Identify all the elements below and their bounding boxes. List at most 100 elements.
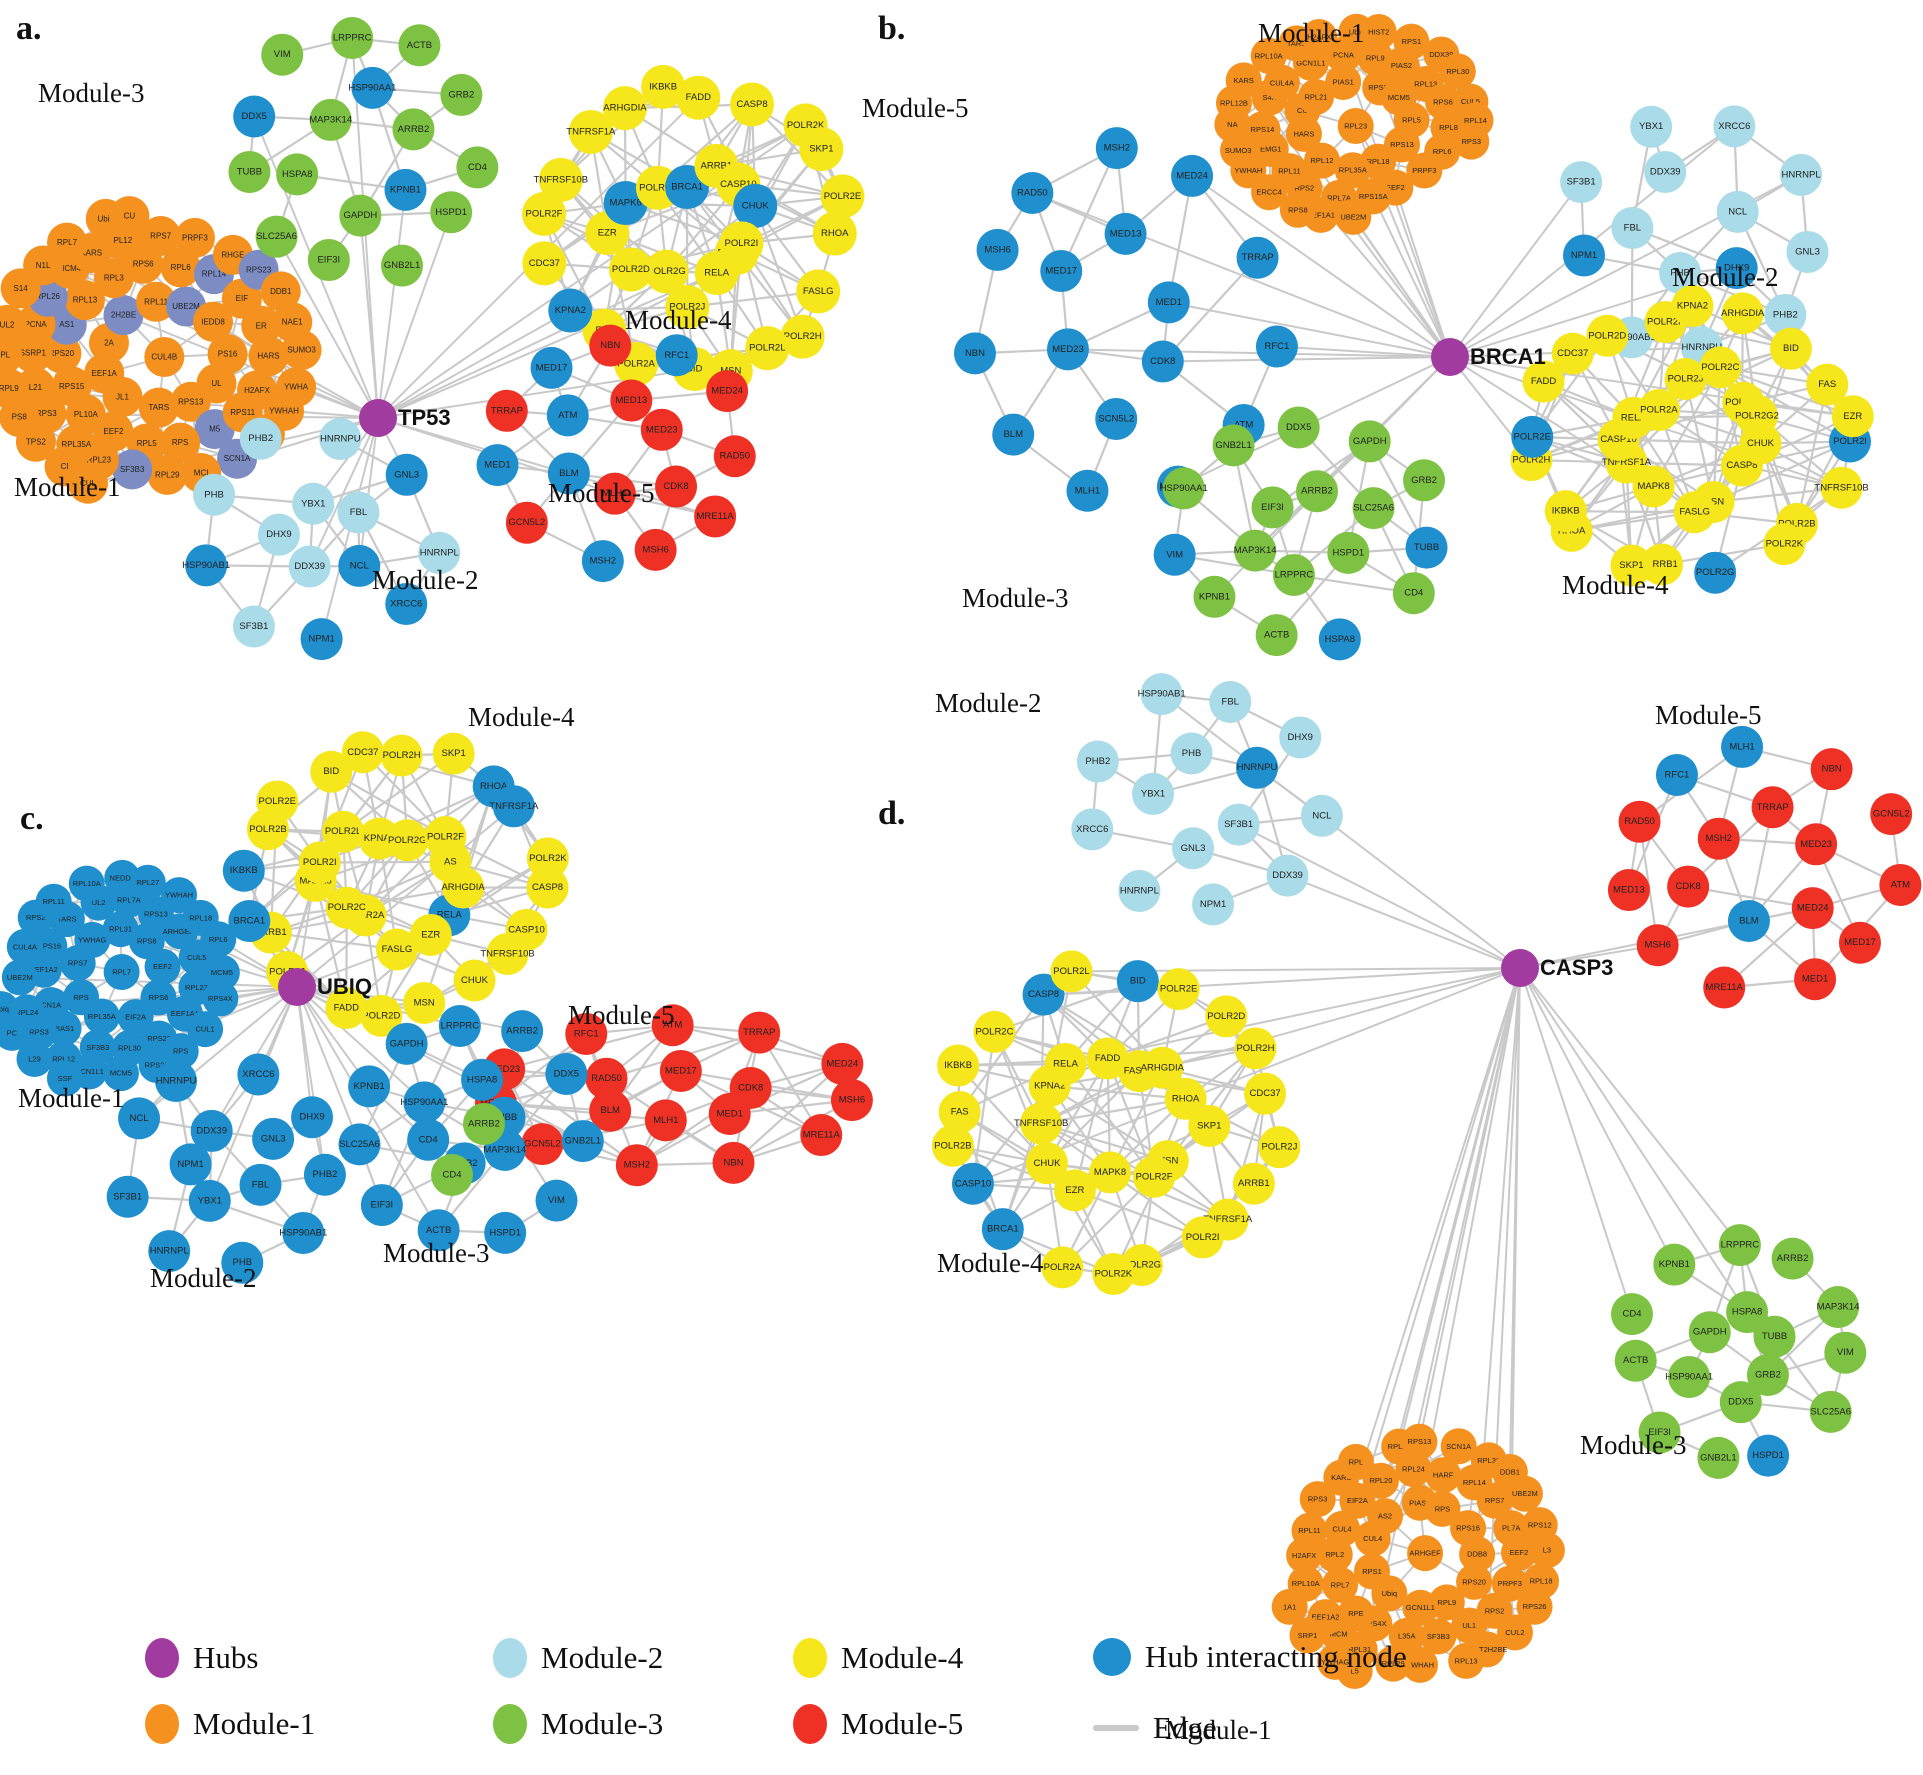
network-node[interactable] [161,877,198,914]
network-node[interactable] [1405,526,1448,569]
network-node[interactable] [1272,553,1315,596]
network-node[interactable] [431,1154,473,1196]
network-node[interactable] [1638,1411,1681,1454]
network-node[interactable] [485,389,528,432]
network-node[interactable] [276,153,319,196]
network-node[interactable] [1716,190,1759,233]
network-node[interactable] [589,1089,632,1132]
network-node[interactable] [476,444,519,487]
network-node[interactable] [1296,470,1339,513]
network-node[interactable] [1632,465,1675,508]
network-node[interactable] [1046,328,1089,371]
network-node[interactable] [1528,1532,1565,1569]
network-node[interactable] [730,82,775,127]
network-node[interactable] [1337,108,1374,145]
network-node[interactable] [602,86,647,131]
network-node[interactable] [1401,1423,1438,1460]
network-node[interactable] [1641,543,1684,586]
network-node[interactable] [589,324,632,367]
network-node[interactable] [147,454,188,495]
network-node[interactable] [291,1096,334,1139]
network-node[interactable] [526,837,569,880]
network-node[interactable] [456,146,499,189]
network-node[interactable] [169,1143,212,1186]
network-node[interactable] [1824,1331,1867,1374]
network-node[interactable] [1809,1390,1852,1433]
network-node[interactable] [1040,250,1083,293]
network-node[interactable] [1746,1354,1789,1397]
network-node[interactable] [1671,285,1714,328]
network-node[interactable] [1697,1436,1740,1479]
network-node[interactable] [655,334,698,377]
network-node[interactable] [1388,1617,1425,1654]
network-node[interactable] [676,75,721,120]
network-node[interactable] [608,247,653,292]
network-node[interactable] [1299,1481,1336,1518]
network-node[interactable] [1375,1645,1412,1682]
network-node[interactable] [1297,78,1334,115]
network-node[interactable] [136,281,177,322]
network-node[interactable] [1066,469,1109,512]
network-node[interactable] [1053,1169,1096,1212]
network-node[interactable] [309,98,352,141]
network-node[interactable] [729,1067,772,1110]
network-node[interactable] [565,1012,608,1055]
network-node[interactable] [442,866,485,909]
network-node[interactable] [712,1141,755,1184]
network-node[interactable] [1697,817,1740,860]
network-node[interactable] [190,1109,233,1152]
network-node[interactable] [1164,1077,1207,1120]
network-node[interactable] [1655,753,1698,796]
network-node[interactable] [237,1053,280,1096]
network-node[interactable] [1721,725,1764,768]
network-node[interactable] [338,544,381,587]
network-node[interactable] [1879,863,1922,906]
network-node[interactable] [1209,681,1252,724]
network-node[interactable] [522,241,567,286]
network-node[interactable] [257,513,300,556]
network-node[interactable] [1420,1618,1457,1655]
network-node[interactable] [117,999,154,1036]
network-node[interactable] [1225,62,1262,99]
network-node[interactable] [1181,1216,1224,1259]
network-node[interactable] [1234,529,1277,572]
network-node[interactable] [193,473,236,516]
network-node[interactable] [174,217,215,258]
network-node[interactable] [1301,18,1338,55]
network-node[interactable] [526,866,569,909]
network-node[interactable] [1791,887,1834,930]
network-node[interactable] [953,332,996,375]
network-node[interactable] [548,288,593,333]
network-node[interactable] [1870,793,1913,836]
network-node[interactable] [381,244,424,287]
network-node[interactable] [641,64,686,109]
network-node[interactable] [1794,958,1837,1001]
network-node[interactable] [530,346,573,389]
network-node[interactable] [1726,1291,1769,1334]
network-node[interactable] [981,1208,1024,1251]
network-node[interactable] [931,1124,974,1167]
network-node[interactable] [407,1118,450,1161]
network-node[interactable] [535,1179,578,1222]
network-node[interactable] [106,1175,149,1218]
network-node[interactable] [341,731,384,774]
network-node[interactable] [1402,1646,1439,1683]
network-node[interactable] [1244,111,1281,148]
network-node[interactable] [1011,171,1054,214]
network-node[interactable] [651,1004,694,1047]
network-node[interactable] [812,211,857,256]
network-node[interactable] [1,959,38,996]
network-node[interactable] [1353,1553,1390,1590]
network-node[interactable] [951,1162,994,1205]
network-node[interactable] [360,994,403,1037]
network-node[interactable] [1610,544,1653,587]
network-node[interactable] [1393,102,1430,139]
network-node[interactable] [1116,960,1159,1003]
network-node[interactable] [228,150,271,193]
network-node[interactable] [634,528,677,571]
network-node[interactable] [738,1011,781,1054]
network-node[interactable] [84,353,125,394]
network-node[interactable] [1141,1046,1184,1089]
network-node[interactable] [1586,314,1629,357]
network-node[interactable] [288,545,331,588]
